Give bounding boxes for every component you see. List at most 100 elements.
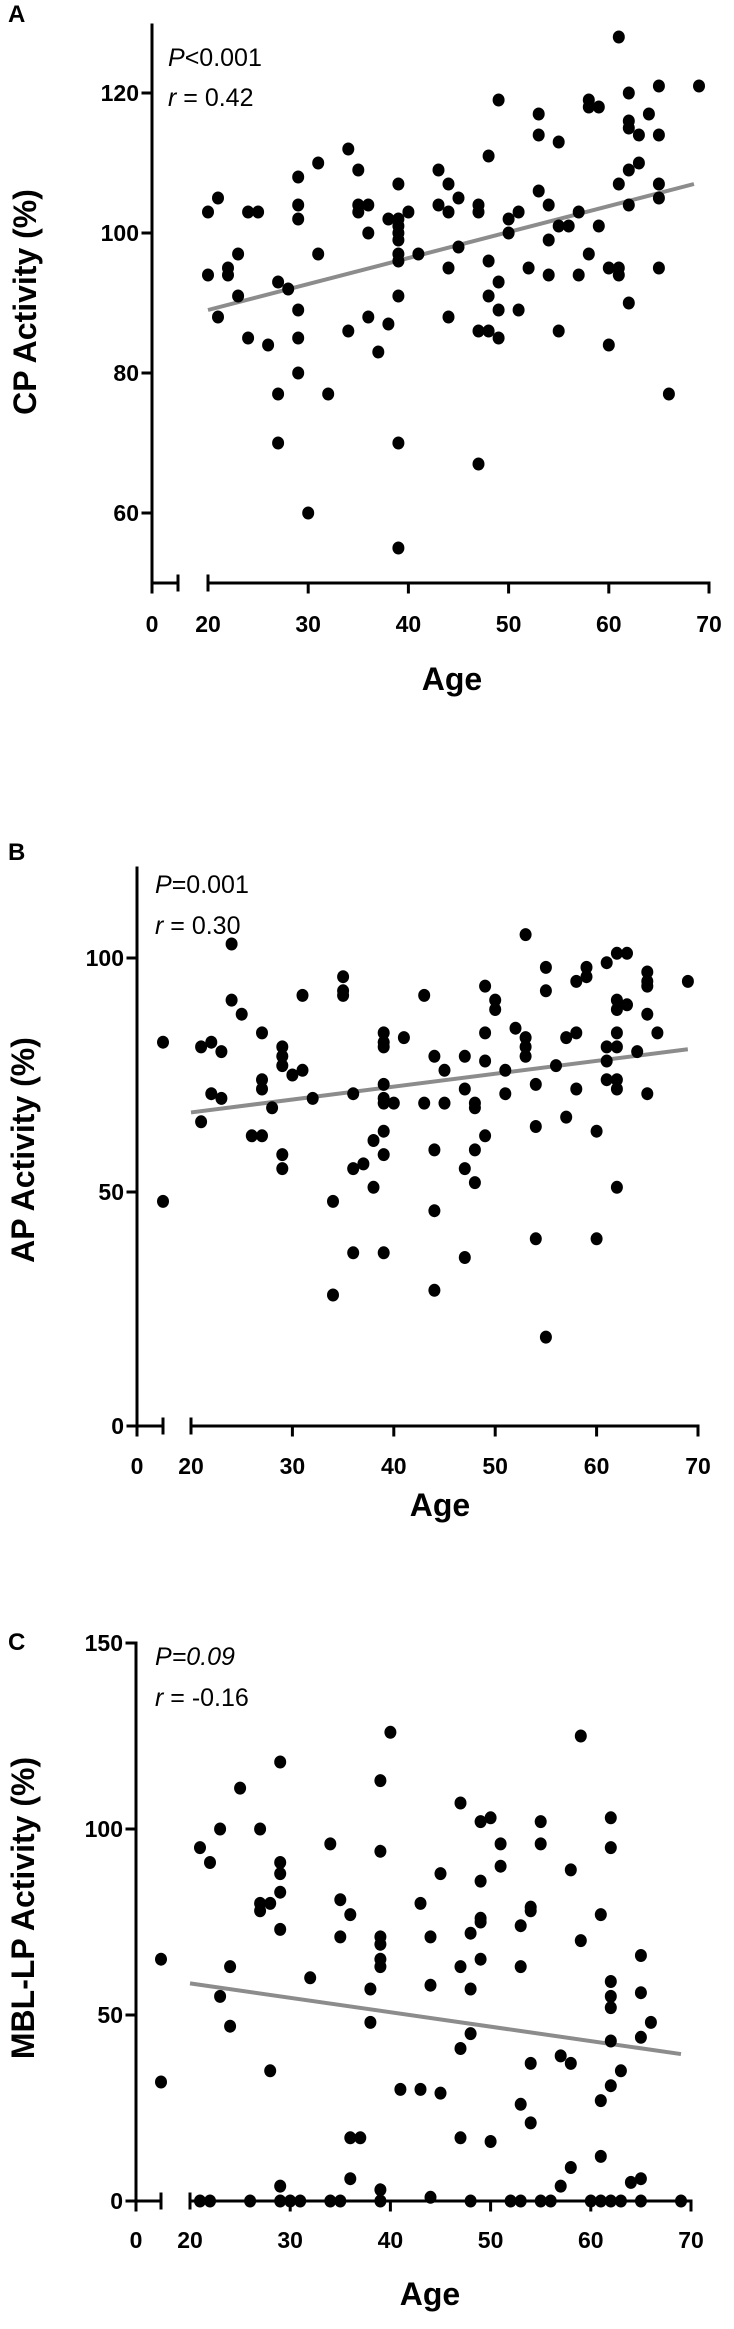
data-point bbox=[274, 2194, 287, 2208]
data-point bbox=[610, 1082, 623, 1096]
data-point bbox=[602, 261, 615, 275]
data-point bbox=[604, 1841, 617, 1855]
data-point bbox=[276, 1148, 289, 1162]
data-point bbox=[428, 1204, 441, 1218]
data-point bbox=[155, 1952, 167, 1966]
data-point bbox=[502, 212, 515, 226]
data-point bbox=[424, 1930, 437, 1944]
x-tick-label: 40 bbox=[396, 611, 422, 637]
data-point bbox=[434, 2086, 447, 2100]
data-point bbox=[570, 974, 583, 988]
data-point bbox=[519, 1040, 532, 1054]
data-point bbox=[296, 1063, 309, 1077]
data-point bbox=[621, 998, 633, 1012]
data-point bbox=[215, 1091, 228, 1105]
data-point bbox=[342, 324, 355, 338]
data-point bbox=[542, 233, 555, 247]
x-tick-label: 0 bbox=[130, 2227, 143, 2253]
data-point bbox=[529, 1077, 542, 1091]
data-point bbox=[254, 1822, 267, 1836]
data-point bbox=[624, 2175, 637, 2189]
data-point bbox=[494, 1837, 507, 1851]
data-point bbox=[454, 1960, 467, 1974]
data-point bbox=[560, 1110, 573, 1124]
data-point bbox=[502, 226, 515, 240]
data-point bbox=[204, 2194, 216, 2208]
data-point bbox=[224, 2019, 237, 2033]
data-point bbox=[529, 1120, 542, 1133]
data-point bbox=[235, 1007, 248, 1021]
data-point bbox=[337, 988, 350, 1002]
data-point bbox=[442, 177, 455, 191]
data-point bbox=[484, 1811, 497, 1825]
data-point bbox=[347, 1246, 360, 1260]
data-point bbox=[524, 2116, 537, 2130]
y-tick-label: 100 bbox=[86, 945, 124, 971]
data-point bbox=[519, 1049, 532, 1063]
data-point bbox=[634, 1949, 647, 1962]
panel-letter: C bbox=[8, 1629, 25, 1656]
data-point bbox=[302, 506, 315, 520]
data-point bbox=[610, 1026, 623, 1040]
data-point bbox=[205, 1035, 218, 1049]
data-point bbox=[334, 2194, 347, 2208]
data-point bbox=[347, 1087, 360, 1101]
data-point bbox=[492, 275, 505, 289]
data-point bbox=[442, 261, 455, 275]
data-point bbox=[522, 261, 535, 275]
data-point bbox=[205, 1087, 218, 1101]
data-point bbox=[327, 1288, 339, 1302]
data-point bbox=[412, 247, 425, 261]
data-point bbox=[242, 331, 255, 345]
data-point bbox=[377, 1148, 390, 1162]
panel-c-mbl-lp-activity: C 0 50 100 150 0 20 30 40 50 60 70 Age MBL-LP Activit… bbox=[5, 1629, 704, 2312]
data-point bbox=[572, 205, 585, 219]
data-point bbox=[276, 1059, 289, 1073]
data-point bbox=[634, 2172, 647, 2186]
data-point bbox=[274, 1867, 287, 1881]
data-point bbox=[499, 1063, 512, 1077]
data-point bbox=[432, 163, 445, 177]
data-point bbox=[352, 205, 365, 219]
data-point bbox=[574, 1729, 587, 1743]
data-point bbox=[292, 198, 305, 212]
y-axis-title: CP Activity (%) bbox=[7, 189, 43, 415]
data-point bbox=[194, 1841, 206, 1855]
data-point bbox=[252, 205, 265, 219]
regression-line bbox=[207, 182, 695, 312]
data-point bbox=[352, 163, 365, 177]
x-tick-label: 70 bbox=[696, 611, 722, 637]
data-point bbox=[590, 1232, 603, 1246]
data-point bbox=[542, 198, 555, 212]
r-value-annotation: r = -0.16 bbox=[155, 1684, 249, 1712]
data-point bbox=[442, 205, 455, 219]
data-point bbox=[266, 1101, 279, 1115]
data-point bbox=[482, 324, 495, 338]
data-point bbox=[377, 1246, 390, 1260]
data-point bbox=[304, 1971, 317, 1985]
data-point bbox=[492, 93, 505, 107]
data-point bbox=[622, 296, 635, 310]
data-point bbox=[367, 1134, 380, 1147]
data-point bbox=[644, 2015, 657, 2029]
data-point bbox=[414, 2082, 427, 2096]
data-point bbox=[374, 1937, 387, 1951]
y-tick-label: 120 bbox=[101, 80, 139, 106]
data-point bbox=[574, 1934, 587, 1948]
data-point bbox=[377, 1077, 390, 1091]
data-point bbox=[244, 2194, 257, 2208]
data-point bbox=[652, 261, 665, 275]
data-point bbox=[377, 1124, 390, 1138]
x-tick-label: 60 bbox=[578, 2227, 604, 2253]
x-tick-label: 70 bbox=[685, 1453, 711, 1479]
data-point bbox=[642, 107, 655, 121]
x-tick-label: 50 bbox=[496, 611, 522, 637]
data-point bbox=[652, 191, 665, 205]
data-point bbox=[362, 226, 375, 240]
x-tick-label: 20 bbox=[178, 1453, 204, 1479]
data-point bbox=[382, 317, 395, 331]
panel-b-ap-activity: B 0 50 100 0 20 30 40 50 60 70 Age AP Activity (%) P=… bbox=[5, 839, 711, 1523]
data-point bbox=[604, 2079, 617, 2093]
data-point bbox=[610, 1040, 623, 1054]
data-point bbox=[612, 268, 625, 282]
